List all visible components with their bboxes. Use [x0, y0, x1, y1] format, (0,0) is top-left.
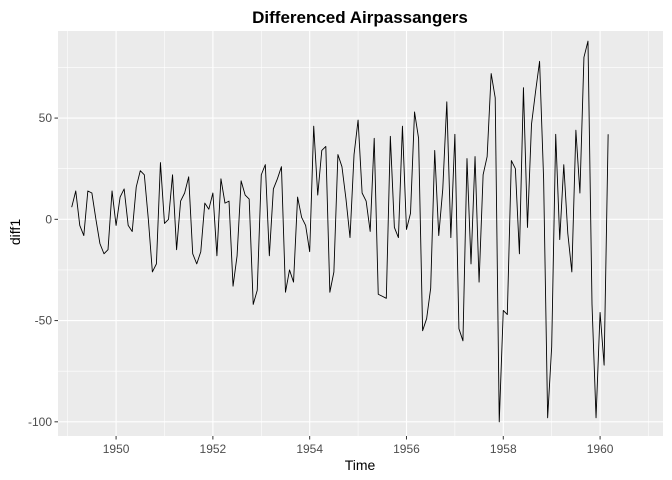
chart-title: Differenced Airpassangers [252, 8, 468, 27]
major-gridlines [58, 31, 663, 436]
series-layer [71, 40, 609, 423]
x-tick-label: 1958 [490, 442, 517, 456]
y-tick-label: 50 [39, 111, 53, 125]
y-axis-tick-labels: -100 -50 0 50 [28, 111, 52, 429]
x-tick-label: 1952 [200, 442, 227, 456]
x-axis-title: Time [345, 457, 376, 473]
x-tick-label: 1950 [103, 442, 130, 456]
y-tick-label: -100 [28, 415, 52, 429]
minor-gridlines [58, 31, 663, 436]
x-axis-tick-labels: 1950 1952 1954 1956 1958 1960 [103, 442, 614, 456]
x-tick-label: 1954 [296, 442, 323, 456]
x-tick-label: 1960 [587, 442, 614, 456]
y-tick-label: -50 [35, 314, 53, 328]
axis-ticks [54, 117, 601, 440]
y-axis-title: diff1 [7, 219, 23, 245]
plot-panel [58, 31, 663, 436]
series-line-0 [71, 40, 609, 423]
x-tick-label: 1956 [393, 442, 420, 456]
y-tick-label: 0 [45, 212, 52, 226]
